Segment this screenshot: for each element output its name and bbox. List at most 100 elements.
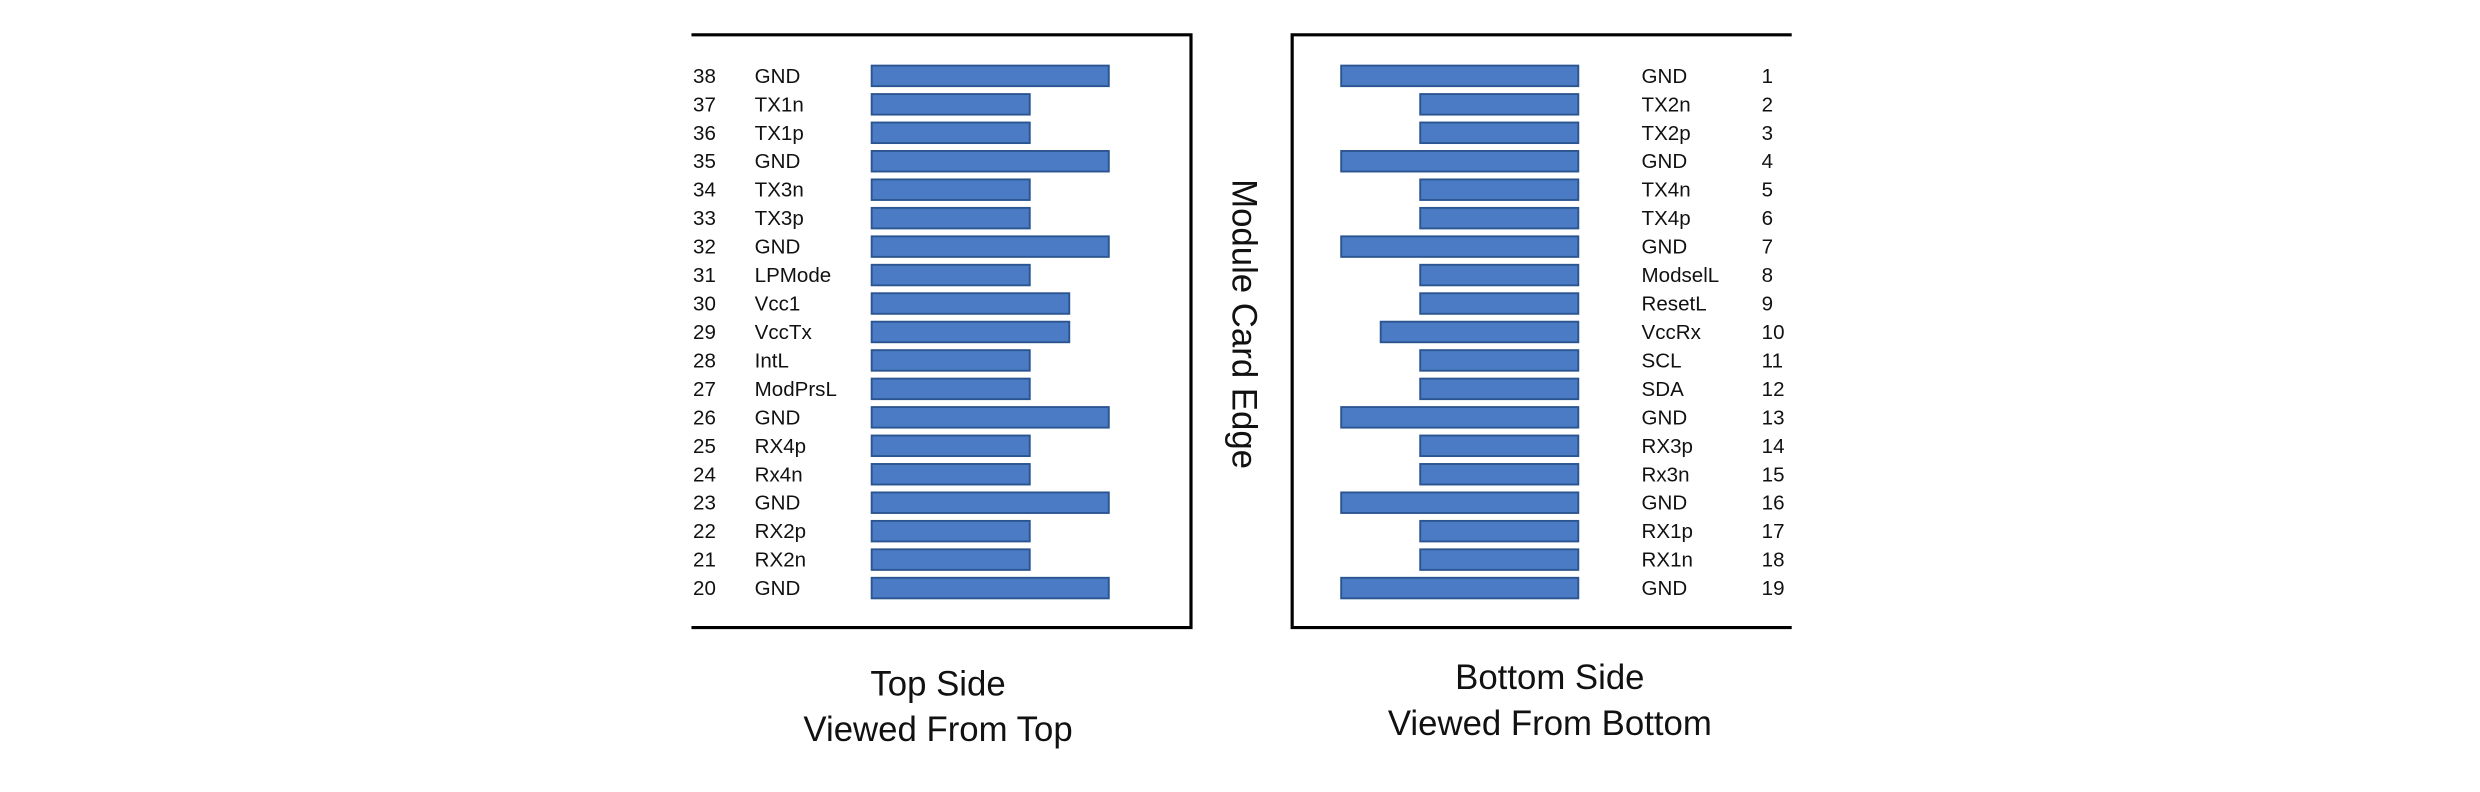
pin-number: 12 [1762, 378, 1785, 401]
pin-label: ModPrsL [755, 378, 837, 401]
pin-number: 28 [693, 349, 716, 372]
bottom-side-frame [1290, 33, 1792, 630]
top-side-frame [691, 33, 1193, 630]
pin-number: 29 [693, 321, 716, 344]
pin-label: RX2p [755, 520, 806, 543]
pin-label: RX2n [755, 549, 806, 572]
pin-label: RX1p [1642, 520, 1693, 543]
contact-pad [870, 491, 1110, 514]
pin-label: TX4n [1642, 179, 1691, 202]
pin-number: 5 [1762, 179, 1773, 202]
contact-pad [870, 463, 1031, 486]
pin-number: 9 [1762, 293, 1773, 316]
bottom-caption: Viewed From Bottom [1388, 705, 1712, 743]
contact-pad [870, 320, 1071, 344]
pin-label: ResetL [1642, 293, 1707, 316]
contact-pad [1419, 377, 1580, 401]
contact-pad [1340, 150, 1580, 173]
pin-label: GND [755, 65, 801, 88]
contact-pad [1340, 491, 1580, 514]
pin-number: 3 [1762, 122, 1773, 145]
pin-label: GND [755, 150, 801, 173]
pin-label: VccRx [1642, 321, 1702, 344]
contact-pad [1419, 93, 1580, 116]
pin-label: Rx3n [1642, 463, 1690, 486]
pin-label: GND [755, 492, 801, 515]
contact-pad [1419, 292, 1580, 315]
contact-pad [1340, 64, 1580, 88]
pin-number: 32 [693, 236, 716, 259]
top-caption: Viewed From Top [803, 711, 1072, 749]
contact-pad [870, 406, 1110, 429]
pin-number: 2 [1762, 93, 1773, 116]
pin-number: 11 [1762, 349, 1783, 372]
pin-number: 17 [1762, 520, 1785, 543]
pin-label: TX3p [755, 207, 804, 230]
contact-pad [870, 263, 1031, 287]
contact-pad [1419, 178, 1580, 201]
contact-pad [870, 377, 1031, 401]
pin-label: Vcc1 [755, 293, 801, 316]
pin-label: GND [1642, 406, 1688, 429]
contact-pad [870, 235, 1110, 258]
contact-pad [1419, 548, 1580, 571]
pin-number: 22 [693, 520, 716, 543]
top-caption: Top Side [870, 665, 1005, 703]
contact-pad [870, 519, 1031, 543]
pin-label: GND [755, 577, 801, 600]
pin-number: 13 [1762, 406, 1785, 429]
pin-number: 37 [693, 93, 716, 116]
pin-number: 16 [1762, 492, 1785, 515]
card-edge-label: Module Card Edge [1224, 179, 1262, 469]
pin-label: TX3n [755, 179, 804, 202]
contact-pad [870, 292, 1071, 315]
pin-number: 15 [1762, 463, 1785, 486]
pin-label: SDA [1642, 378, 1685, 401]
pin-number: 31 [693, 264, 716, 287]
pin-number: 27 [693, 378, 716, 401]
pin-label: TX2n [1642, 93, 1691, 116]
contact-pad [1419, 206, 1580, 230]
pin-label: GND [755, 236, 801, 259]
pin-label: GND [1642, 492, 1688, 515]
pin-number: 10 [1762, 321, 1785, 344]
pin-label: GND [1642, 577, 1688, 600]
pin-number: 30 [693, 293, 716, 316]
pin-number: 6 [1762, 207, 1773, 230]
contact-pad [1419, 519, 1580, 543]
pin-label: TX1n [755, 93, 804, 116]
pin-label: ModselL [1642, 264, 1720, 287]
pin-label: GND [1642, 65, 1688, 88]
pin-number: 23 [693, 492, 716, 515]
pin-label: GND [1642, 150, 1688, 173]
pin-number: 1 [1762, 65, 1773, 88]
contact-pad [1379, 320, 1580, 344]
pin-number: 18 [1762, 549, 1785, 572]
contact-pad [870, 150, 1110, 173]
pin-label: TX4p [1642, 207, 1691, 230]
contact-pad [870, 93, 1031, 116]
pin-label: RX3p [1642, 435, 1693, 458]
contact-pad [870, 576, 1110, 600]
contact-pad [870, 178, 1031, 201]
pin-number: 24 [693, 463, 716, 486]
contact-pad [1419, 349, 1580, 372]
contact-pad [1419, 434, 1580, 458]
pin-number: 35 [693, 150, 716, 173]
pin-label: VccTx [755, 321, 813, 344]
pin-label: GND [1642, 236, 1688, 259]
contact-pad [1340, 406, 1580, 429]
contact-pad [870, 434, 1031, 458]
pin-number: 19 [1762, 577, 1785, 600]
pin-label: TX2p [1642, 122, 1691, 145]
pin-number: 38 [693, 65, 716, 88]
pin-number: 14 [1762, 435, 1785, 458]
pin-number: 26 [693, 406, 716, 429]
pin-number: 33 [693, 207, 716, 230]
contact-pad [1419, 463, 1580, 486]
pin-label: SCL [1642, 349, 1682, 372]
contact-pad [1419, 121, 1580, 145]
pin-number: 36 [693, 122, 716, 145]
